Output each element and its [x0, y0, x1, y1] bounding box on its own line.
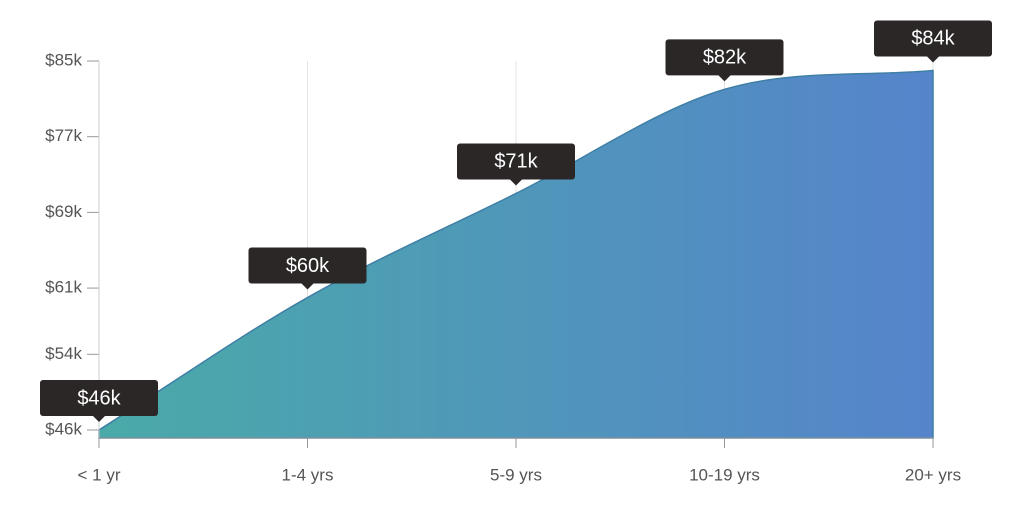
x-tick-label: 5-9 yrs: [490, 465, 542, 484]
label-pointer: [717, 74, 732, 82]
x-tick-label: 10-19 yrs: [689, 465, 760, 484]
label-pointer: [509, 178, 523, 186]
value-label-text: $82k: [703, 47, 747, 69]
y-tick-label: $46k: [45, 419, 82, 438]
label-box: [40, 380, 158, 416]
value-label-text: $60k: [286, 255, 330, 277]
value-label-text: $84k: [911, 28, 955, 50]
value-label: $82k: [665, 39, 784, 82]
label-pointer: [300, 282, 315, 290]
area: [98, 69, 934, 439]
x-tick-label: 20+ yrs: [905, 465, 961, 484]
value-label-text: $71k: [494, 151, 538, 173]
x-tick-label: < 1 yr: [78, 465, 121, 484]
value-label: $84k: [874, 20, 992, 63]
x-tick-label: 1-4 yrs: [282, 465, 334, 484]
y-tick-label: $69k: [45, 202, 82, 221]
y-tick-label: $54k: [45, 344, 82, 363]
y-tick-label: $61k: [45, 278, 82, 297]
label-pointer: [92, 415, 106, 422]
label-box: [665, 39, 784, 76]
label-box: [874, 20, 992, 57]
label-box: [457, 143, 575, 180]
value-label: $60k: [248, 247, 367, 290]
value-label: $71k: [457, 143, 575, 186]
label-box: [248, 247, 367, 284]
label-pointer: [926, 55, 940, 63]
value-label: $46k: [40, 380, 158, 422]
value-label-text: $46k: [77, 387, 121, 409]
y-tick-label: $77k: [45, 126, 82, 145]
y-tick-label: $85k: [45, 50, 82, 69]
